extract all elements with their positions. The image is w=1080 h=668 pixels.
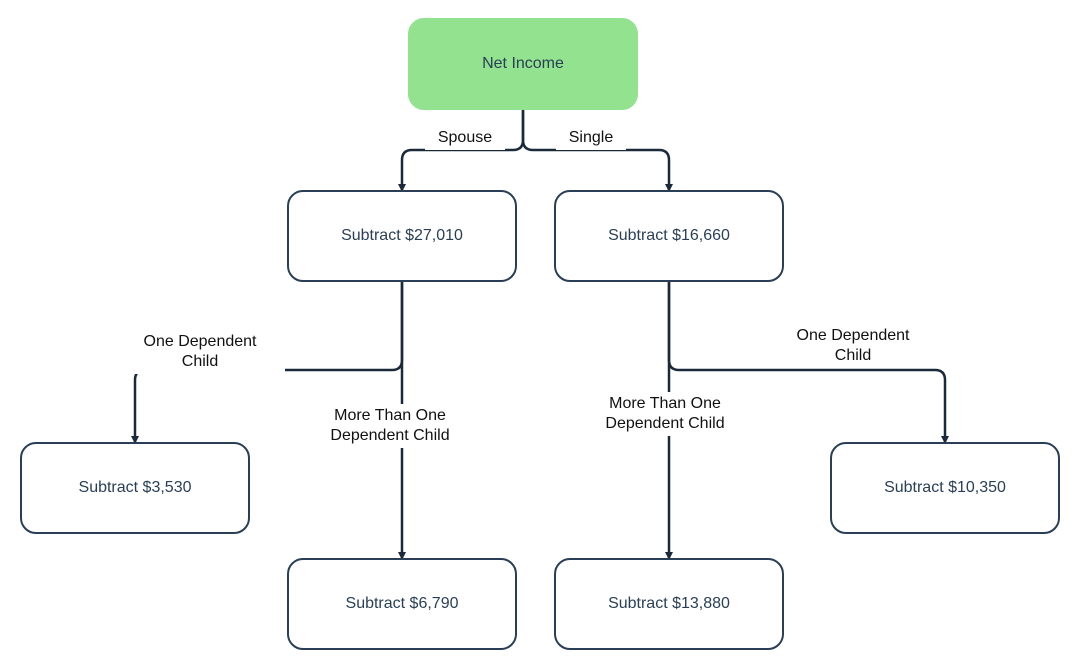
edge-label-root-spouse: Spouse [425,126,505,150]
edge-label-root-single: Single [556,126,626,150]
edge-label-text: One Dependent Child [797,327,910,364]
node-sp_more: Subtract $6,790 [287,558,517,650]
edge-root-single [523,110,669,190]
edge-label-text: More Than One Dependent Child [330,407,449,444]
edge-label-text: One Dependent Child [144,333,257,370]
edge-label-text: Spouse [438,129,492,146]
edge-label-spouse-sp_one: One Dependent Child [115,330,285,374]
node-label: Subtract $6,790 [346,594,459,615]
node-si_one: Subtract $10,350 [830,442,1060,534]
edge-label-spouse-sp_more: More Than One Dependent Child [295,404,485,448]
node-label: Subtract $27,010 [341,226,463,247]
node-label: Subtract $10,350 [884,478,1006,499]
edge-root-spouse [402,110,523,190]
node-label: Subtract $3,530 [79,478,192,499]
flowchart-canvas: Net Income Subtract $27,010 Subtract $16,6… [0,0,1080,668]
node-sp_one: Subtract $3,530 [20,442,250,534]
node-label: Net Income [482,54,564,75]
edge-label-single-si_one: One Dependent Child [768,324,938,368]
edge-label-text: Single [569,129,613,146]
edge-label-text: More Than One Dependent Child [605,395,724,432]
node-si_more: Subtract $13,880 [554,558,784,650]
node-label: Subtract $13,880 [608,594,730,615]
node-root: Net Income [408,18,638,110]
node-spouse: Subtract $27,010 [287,190,517,282]
node-label: Subtract $16,660 [608,226,730,247]
edge-label-single-si_more: More Than One Dependent Child [575,392,755,436]
node-single: Subtract $16,660 [554,190,784,282]
